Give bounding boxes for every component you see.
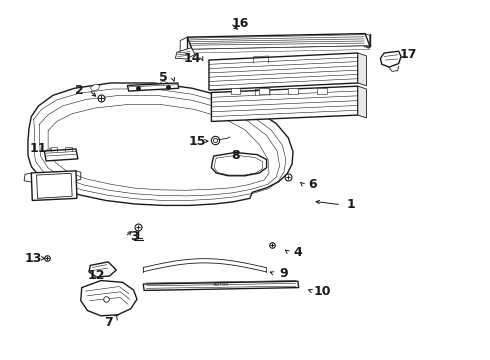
Text: 4: 4: [294, 246, 302, 259]
Polygon shape: [89, 262, 116, 277]
Polygon shape: [317, 88, 327, 94]
Polygon shape: [81, 280, 137, 316]
Text: 15: 15: [188, 135, 206, 148]
Polygon shape: [31, 171, 77, 201]
Polygon shape: [37, 173, 72, 198]
Polygon shape: [211, 153, 267, 176]
Polygon shape: [159, 81, 168, 87]
Polygon shape: [358, 53, 367, 86]
Polygon shape: [44, 149, 78, 161]
Polygon shape: [259, 88, 269, 94]
Text: 16: 16: [231, 17, 249, 30]
Text: 17: 17: [399, 48, 417, 61]
Text: 1: 1: [346, 198, 355, 211]
Text: 12: 12: [87, 270, 105, 283]
Polygon shape: [28, 83, 293, 206]
Text: 14: 14: [183, 52, 201, 65]
Polygon shape: [175, 48, 195, 59]
Text: 3: 3: [130, 230, 139, 243]
Polygon shape: [209, 53, 358, 90]
Polygon shape: [358, 86, 367, 118]
Text: 8: 8: [231, 149, 240, 162]
Polygon shape: [187, 33, 370, 49]
Text: 10: 10: [313, 285, 331, 298]
Text: 11: 11: [30, 142, 47, 155]
Polygon shape: [211, 86, 358, 121]
Polygon shape: [90, 84, 100, 91]
Polygon shape: [187, 46, 370, 53]
Text: 7: 7: [104, 316, 113, 329]
Polygon shape: [231, 88, 240, 94]
Text: 13: 13: [25, 252, 43, 265]
Polygon shape: [127, 83, 179, 91]
Text: 6: 6: [308, 178, 317, 191]
Polygon shape: [288, 88, 298, 94]
Text: 5: 5: [159, 71, 168, 84]
Polygon shape: [143, 281, 299, 291]
Text: 2: 2: [75, 84, 84, 96]
Text: 9: 9: [279, 267, 288, 280]
Polygon shape: [380, 51, 401, 67]
Text: CAUTION: CAUTION: [213, 283, 229, 288]
